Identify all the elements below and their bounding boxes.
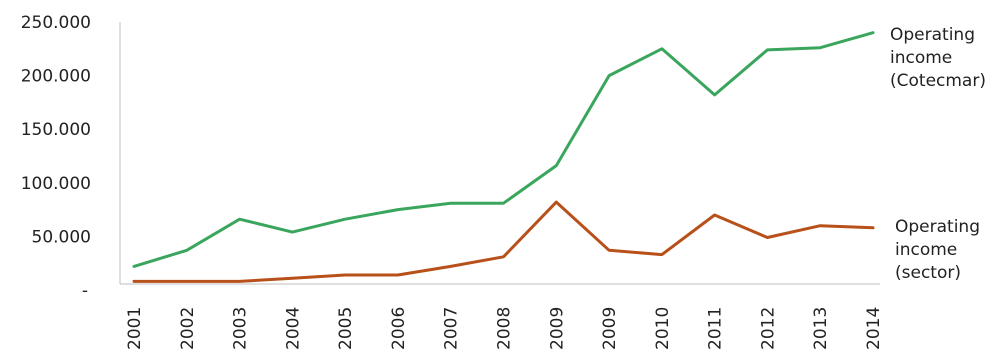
x-tick-label: 2010 — [653, 307, 673, 350]
y-tick-label: 50.000 — [32, 227, 91, 247]
x-tick-label: 2006 — [389, 307, 409, 350]
x-tick-label: 2012 — [758, 307, 778, 350]
series-layer — [132, 31, 875, 283]
x-tick-label: 2013 — [811, 307, 831, 350]
x-tick-label: 2001 — [125, 307, 145, 350]
x-tick-label: 2007 — [442, 307, 462, 350]
legend-label: Operating income (sector) — [895, 217, 980, 283]
series-line — [132, 31, 875, 268]
x-tick-label: 2005 — [336, 307, 356, 350]
legend-label: Operating income (Cotecmar) — [890, 25, 986, 91]
y-tick-label: 200.000 — [21, 67, 91, 87]
y-tick-label: - — [82, 281, 88, 301]
y-axis: - 50.000 100.000 150.000 200.000 250.000 — [21, 13, 121, 301]
x-tick-label: 2002 — [178, 307, 198, 350]
y-tick-label: 150.000 — [21, 120, 91, 140]
x-tick-label: 2008 — [495, 307, 515, 350]
x-axis: 2001 2002 2003 2004 2005 2006 2007 2008 2009 2009… — [120, 283, 884, 350]
x-tick-label: 2014 — [864, 307, 884, 350]
series-2 — [132, 200, 875, 283]
x-tick-label: 2009 — [600, 307, 620, 350]
x-tick-label: 2003 — [231, 307, 251, 350]
series-1 — [132, 31, 875, 268]
x-tick-label: 2009 — [547, 307, 567, 350]
x-tick-label: 2011 — [706, 307, 726, 350]
series-line — [132, 200, 875, 283]
legend: Operating income (Cotecmar) Operating income… — [890, 25, 986, 283]
y-tick-label: 100.000 — [21, 174, 91, 194]
x-tick-label: 2004 — [283, 307, 303, 350]
y-tick-label: 250.000 — [21, 13, 91, 33]
